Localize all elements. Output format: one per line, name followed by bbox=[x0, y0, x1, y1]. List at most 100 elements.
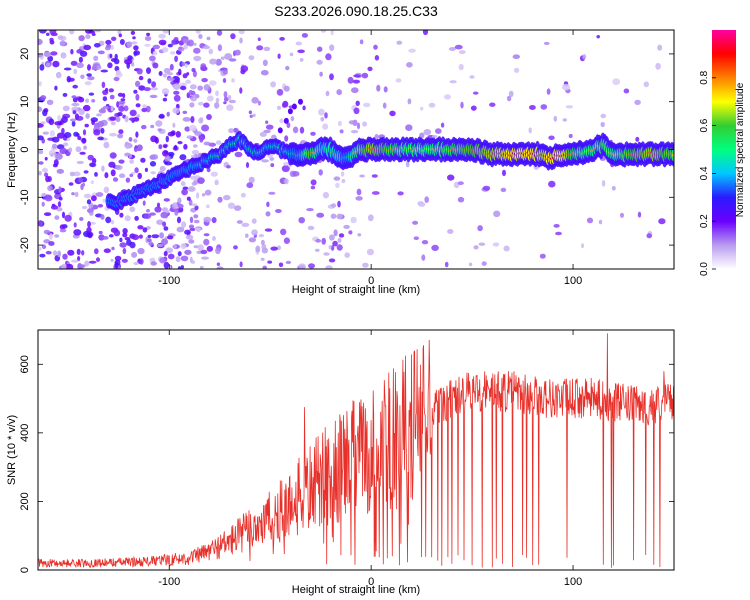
noise-cell bbox=[228, 99, 236, 104]
noise-cell bbox=[113, 76, 120, 82]
noise-cell bbox=[109, 132, 117, 137]
noise-cell bbox=[279, 37, 285, 41]
noise-cell bbox=[382, 102, 387, 109]
noise-cell bbox=[61, 127, 65, 134]
noise-cell bbox=[156, 243, 164, 248]
noise-cell bbox=[62, 253, 68, 260]
noise-cell bbox=[469, 75, 475, 79]
noise-cell bbox=[233, 205, 242, 211]
noise-cell bbox=[190, 260, 196, 264]
noise-cell bbox=[347, 76, 354, 84]
noise-cell bbox=[124, 215, 131, 222]
noise-cell bbox=[131, 251, 138, 258]
noise-cell bbox=[598, 219, 603, 225]
noise-cell bbox=[338, 120, 342, 127]
signal-fragment bbox=[291, 103, 297, 110]
noise-cell bbox=[565, 105, 574, 109]
noise-cell bbox=[152, 44, 160, 50]
noise-cell bbox=[215, 247, 221, 255]
noise-cell bbox=[48, 118, 55, 126]
noise-cell bbox=[362, 262, 369, 268]
noise-cell bbox=[209, 80, 217, 86]
noise-cell bbox=[124, 59, 133, 65]
noise-cell bbox=[332, 240, 338, 247]
noise-cell bbox=[163, 261, 170, 269]
noise-cell bbox=[152, 50, 158, 56]
noise-cell bbox=[49, 130, 55, 137]
noise-cell bbox=[188, 89, 193, 96]
noise-cell bbox=[146, 209, 150, 213]
noise-cell bbox=[196, 192, 200, 199]
noise-cell bbox=[59, 224, 66, 230]
noise-cell bbox=[110, 44, 114, 51]
noise-cell bbox=[279, 118, 284, 124]
noise-cell bbox=[193, 42, 197, 46]
colorbar-label: Normalized spectral amplitude bbox=[735, 82, 746, 217]
noise-cell bbox=[546, 88, 551, 95]
noise-cell bbox=[121, 258, 128, 263]
noise-cell bbox=[48, 149, 56, 157]
noise-cell bbox=[50, 205, 59, 210]
noise-cell bbox=[104, 46, 111, 51]
noise-cell bbox=[159, 232, 165, 239]
noise-cell bbox=[191, 68, 196, 72]
noise-cell bbox=[165, 247, 174, 254]
snr-y-ticks: 0 200 400 600 bbox=[19, 355, 674, 573]
noise-cell bbox=[246, 182, 254, 189]
noise-cell bbox=[260, 257, 265, 261]
noise-cell bbox=[117, 111, 123, 117]
noise-cell bbox=[175, 131, 181, 138]
noise-cell bbox=[156, 202, 161, 208]
noise-cell bbox=[52, 163, 58, 168]
noise-cell bbox=[203, 233, 210, 237]
noise-cell bbox=[41, 244, 47, 249]
noise-cell bbox=[133, 138, 138, 143]
x-tick-label: 100 bbox=[564, 275, 582, 287]
noise-cell bbox=[107, 62, 113, 69]
noise-cell bbox=[57, 201, 62, 208]
noise-cell bbox=[38, 106, 43, 113]
noise-cell bbox=[239, 261, 243, 268]
noise-cell bbox=[59, 40, 66, 46]
noise-cell bbox=[197, 85, 203, 91]
noise-cell bbox=[336, 244, 343, 251]
noise-cell bbox=[306, 208, 314, 212]
noise-cell bbox=[201, 124, 210, 132]
noise-cell bbox=[173, 83, 181, 90]
y-tick-label: 0 bbox=[19, 146, 31, 152]
noise-cell bbox=[43, 51, 52, 58]
noise-cell bbox=[289, 52, 294, 57]
noise-cell bbox=[136, 114, 141, 118]
noise-cell bbox=[249, 114, 253, 119]
spectrogram-y-ticks: -20 -10 0 10 20 bbox=[19, 48, 674, 253]
noise-cell bbox=[319, 71, 323, 77]
y-tick-label: 20 bbox=[19, 48, 31, 60]
noise-cell bbox=[255, 245, 261, 253]
noise-cell bbox=[481, 261, 487, 266]
noise-cell bbox=[129, 206, 136, 213]
noise-cell bbox=[100, 127, 105, 134]
noise-cell bbox=[118, 159, 125, 164]
noise-cell bbox=[353, 107, 360, 115]
noise-cell bbox=[161, 47, 169, 53]
noise-cell bbox=[322, 123, 329, 130]
noise-cell bbox=[76, 248, 81, 255]
noise-cell bbox=[135, 103, 141, 108]
noise-cell bbox=[276, 88, 284, 96]
noise-cell bbox=[239, 87, 243, 94]
noise-cell bbox=[348, 230, 353, 235]
noise-cell bbox=[331, 203, 337, 208]
noise-cell bbox=[93, 129, 101, 136]
noise-cell bbox=[234, 151, 243, 158]
noise-cell bbox=[335, 182, 340, 189]
noise-cell bbox=[339, 129, 344, 134]
noise-cell bbox=[165, 135, 169, 143]
noise-cell bbox=[110, 220, 115, 225]
noise-cell bbox=[548, 135, 555, 141]
noise-cell bbox=[176, 216, 182, 224]
noise-cell bbox=[120, 98, 126, 102]
snr-x-ticks: -100 0 100 bbox=[158, 330, 582, 588]
noise-cell bbox=[147, 78, 152, 84]
noise-cell bbox=[350, 130, 359, 134]
